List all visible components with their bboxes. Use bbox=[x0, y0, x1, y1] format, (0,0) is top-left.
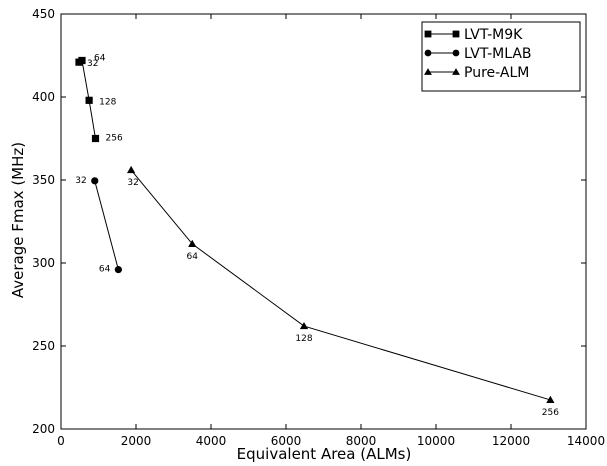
data-point bbox=[91, 177, 99, 185]
x-tick-label: 10000 bbox=[417, 434, 455, 448]
data-point bbox=[114, 266, 122, 274]
legend-marker bbox=[424, 68, 432, 75]
legend-marker bbox=[452, 49, 460, 57]
data-label: 32 bbox=[127, 178, 138, 188]
series-line bbox=[94, 180, 119, 270]
y-tick-label: 400 bbox=[32, 90, 55, 104]
data-label: 256 bbox=[542, 408, 559, 418]
y-tick-label: 450 bbox=[32, 7, 55, 21]
legend-marker bbox=[424, 49, 432, 57]
legend-label: LVT-M9K bbox=[464, 27, 523, 43]
x-tick-label: 4000 bbox=[196, 434, 227, 448]
x-tick-label: 6000 bbox=[271, 434, 302, 448]
data-point bbox=[85, 96, 93, 104]
axes: 0 2000 4000 6000 8000 10000 12000 14000 200 250 30… bbox=[32, 7, 605, 448]
y-tick-label: 350 bbox=[32, 173, 55, 187]
data-label: 32 bbox=[87, 59, 98, 69]
series-lvt-mlab bbox=[91, 177, 122, 274]
y-tick-label: 300 bbox=[32, 256, 55, 270]
y-axis-title: Average Fmax (MHz) bbox=[9, 142, 27, 298]
data-label: 64 bbox=[99, 265, 111, 275]
data-point bbox=[188, 239, 197, 248]
data-label: 32 bbox=[75, 176, 86, 186]
legend-marker bbox=[452, 30, 460, 38]
x-tick-label: 14000 bbox=[567, 434, 605, 448]
x-tick-label: 2000 bbox=[121, 434, 152, 448]
data-point bbox=[91, 134, 100, 143]
x-tick-label: 0 bbox=[57, 434, 65, 448]
plot-frame bbox=[60, 13, 587, 430]
y-tick-label: 250 bbox=[32, 339, 55, 353]
legend-marker bbox=[452, 68, 460, 75]
data-point bbox=[299, 321, 309, 330]
legend-label: Pure-ALM bbox=[464, 65, 529, 81]
data-label: 64 bbox=[94, 53, 106, 63]
x-axis-title: Equivalent Area (ALMs) bbox=[237, 445, 412, 463]
data-point bbox=[78, 56, 86, 65]
x-tick-label: 8000 bbox=[346, 434, 377, 448]
series-lvt-m9k bbox=[75, 56, 100, 143]
x-tick-label: 12000 bbox=[492, 434, 530, 448]
legend: LVT-M9K LVT-MLAB Pure-ALM bbox=[421, 21, 581, 92]
legend-label: LVT-MLAB bbox=[464, 46, 532, 62]
series-line bbox=[130, 169, 551, 401]
data-label: 128 bbox=[295, 334, 312, 344]
data-point bbox=[126, 165, 136, 174]
series-pure-alm bbox=[126, 165, 555, 404]
data-label: 64 bbox=[187, 252, 199, 262]
series-layer bbox=[75, 56, 555, 404]
legend-marker bbox=[424, 30, 432, 38]
y-tick-label: 200 bbox=[32, 422, 55, 436]
data-point bbox=[546, 395, 555, 404]
data-label: 128 bbox=[99, 97, 116, 107]
data-label: 256 bbox=[106, 134, 123, 144]
